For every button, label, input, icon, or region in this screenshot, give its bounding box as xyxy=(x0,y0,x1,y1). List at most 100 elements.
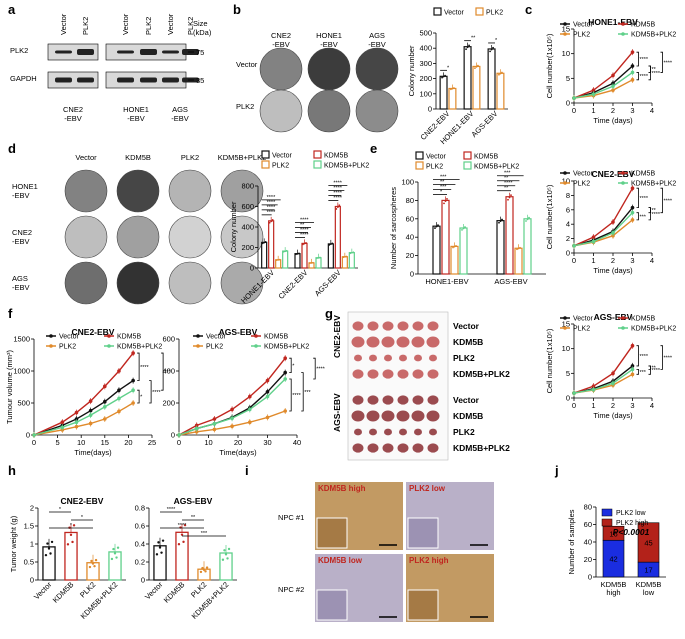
y-tick-label: 0 xyxy=(171,431,175,440)
legend-label: KDM5B+PLK2 xyxy=(631,326,676,333)
x-tick-label: 10 xyxy=(77,438,85,447)
data-dot xyxy=(466,46,469,49)
data-dot xyxy=(328,243,331,246)
tumour xyxy=(412,369,424,379)
data-point xyxy=(103,384,107,389)
x-category-label: HONE1-EBV xyxy=(425,277,468,286)
tumour xyxy=(427,321,439,331)
tumour-row-label: PLK2 xyxy=(453,353,475,363)
tumour xyxy=(427,443,439,453)
data-dot xyxy=(338,204,341,207)
bar-Vector xyxy=(463,46,472,110)
sig-bracket xyxy=(301,372,304,412)
sig-bracket xyxy=(648,65,651,73)
x-tick-label: 0 xyxy=(177,438,181,447)
x-axis-label: Time (days) xyxy=(593,411,633,420)
sig-label: **** xyxy=(267,195,276,201)
sig-bracket xyxy=(648,207,651,214)
plate-col-label: HONE1 xyxy=(316,31,342,40)
data-dot xyxy=(498,73,500,76)
data-dot xyxy=(177,543,181,546)
tumour-row-label: KDM5B+PLK2 xyxy=(453,369,510,379)
y-axis-label: Cell number(1x10⁵) xyxy=(545,184,554,249)
legend-label: KDM5B xyxy=(631,316,655,323)
series-line-KDM5B+PLK2 xyxy=(573,368,633,394)
bar-KDM5B xyxy=(334,205,341,269)
sig-label: ** xyxy=(652,366,657,372)
y-tick-label: 20 xyxy=(406,251,414,260)
data-label: 42 xyxy=(609,555,617,564)
sig-label: * xyxy=(292,363,295,369)
y-tick-label: 6 xyxy=(566,205,570,214)
tumour xyxy=(354,354,362,362)
legend-swatch xyxy=(463,161,472,170)
data-dot xyxy=(50,540,54,544)
sig-label: **** xyxy=(333,191,342,197)
legend-label: Vector xyxy=(426,154,447,161)
blot-lane-label: PLK2 xyxy=(186,17,195,35)
legend-label: Vector xyxy=(59,334,80,341)
series-line-Vector xyxy=(573,65,633,99)
data-dot xyxy=(295,253,297,256)
data-label: 17 xyxy=(644,566,652,575)
sig-bracket xyxy=(636,187,639,209)
data-dot xyxy=(227,547,231,551)
tumour-row-label: Vector xyxy=(453,395,480,405)
bar-KDM5B+PLK2 xyxy=(459,227,468,275)
colony-plate xyxy=(168,169,212,213)
data-dot xyxy=(309,262,311,264)
bar-KDM5B xyxy=(301,242,308,269)
blot-row-label: GAPDH xyxy=(10,74,37,83)
ihc-label: KDM5B high xyxy=(318,484,366,493)
legend-marker xyxy=(107,344,111,348)
series-line-KDM5B xyxy=(573,51,634,99)
panel-label-b: b xyxy=(233,2,241,17)
chart-title: AGS-EBV xyxy=(594,312,633,322)
y-tick-label: 15 xyxy=(562,320,570,329)
colony-plate xyxy=(259,89,303,133)
data-dot xyxy=(477,64,479,67)
tumour xyxy=(396,410,410,422)
x-category-label: KDM5B xyxy=(162,580,187,605)
data-point xyxy=(630,210,635,215)
legend-marker xyxy=(621,316,625,320)
colony-plate xyxy=(220,261,264,305)
sig-label: **** xyxy=(664,198,673,204)
data-point xyxy=(265,394,270,399)
data-point xyxy=(591,239,596,244)
data-dot xyxy=(335,208,338,210)
sig-label: **** xyxy=(664,60,673,66)
y-tick-label: 100 xyxy=(419,89,432,98)
y-tick-label: 1000 xyxy=(13,367,30,376)
legend-marker xyxy=(621,22,625,26)
data-point xyxy=(88,408,93,413)
data-dot xyxy=(93,564,96,568)
sig-label: **** xyxy=(267,200,276,206)
data-point xyxy=(60,420,65,425)
x-tick-label: 15 xyxy=(101,438,109,447)
plate-col-label: Vector xyxy=(75,153,97,162)
data-dot xyxy=(336,206,339,209)
tumour-group-label: AGS-EBV xyxy=(332,393,342,432)
data-dot xyxy=(69,533,73,537)
data-dot xyxy=(303,242,306,245)
tumour xyxy=(427,369,439,379)
data-point xyxy=(131,388,135,393)
data-point xyxy=(611,73,615,78)
plate-row-label: AGS xyxy=(12,274,28,283)
blot-group-label: -EBV xyxy=(127,114,145,123)
tumour xyxy=(397,395,409,405)
y-tick-label: 0 xyxy=(250,264,254,273)
data-point xyxy=(103,417,107,421)
bar-KDM5B+PLK2 xyxy=(108,551,122,581)
data-point xyxy=(248,420,252,425)
tumour xyxy=(382,369,394,379)
data-point xyxy=(248,407,252,412)
tumour-row-label: Vector xyxy=(453,321,480,331)
data-dot xyxy=(498,221,500,224)
tumour xyxy=(381,336,395,348)
data-point xyxy=(117,409,121,414)
blot-lane-label: Vector xyxy=(59,13,68,35)
sig-label: **** xyxy=(300,232,309,238)
legend-swatch xyxy=(433,7,442,16)
